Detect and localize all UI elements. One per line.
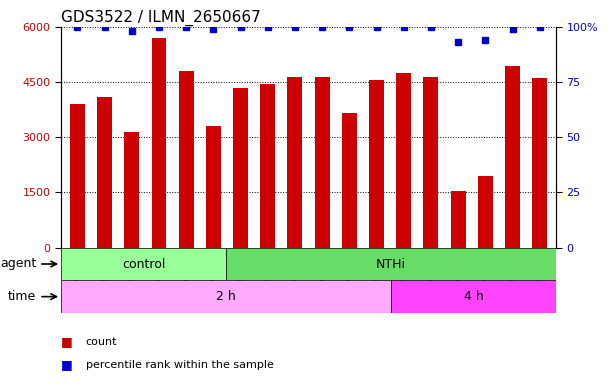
Bar (391, 280, 556, 313)
Bar (451, 190, 466, 248)
Bar (342, 113, 357, 248)
Bar (70, 104, 85, 248)
Text: percentile rank within the sample: percentile rank within the sample (86, 360, 273, 370)
Bar (315, 76, 329, 248)
Bar (505, 66, 520, 248)
Bar (288, 76, 302, 248)
Bar (397, 73, 411, 248)
Bar (369, 80, 384, 248)
Bar (226, 248, 556, 280)
Text: time: time (8, 290, 37, 303)
Text: control: control (122, 258, 165, 270)
Bar (423, 76, 439, 248)
Text: 4 h: 4 h (464, 290, 483, 303)
Text: ■: ■ (61, 335, 73, 348)
Bar (206, 126, 221, 248)
Text: 2 h: 2 h (216, 290, 236, 303)
Text: NTHi: NTHi (376, 258, 406, 270)
Text: ■: ■ (61, 358, 73, 371)
Text: count: count (86, 337, 117, 347)
Text: GDS3522 / ILMN_2650667: GDS3522 / ILMN_2650667 (61, 9, 261, 25)
Bar (260, 84, 275, 248)
Bar (478, 176, 493, 248)
Bar (152, 38, 166, 248)
Bar (532, 78, 547, 248)
Bar (124, 132, 139, 248)
Bar (233, 88, 248, 248)
Bar (97, 97, 112, 248)
Text: agent: agent (0, 258, 37, 270)
Bar (61, 280, 391, 313)
Bar (61, 248, 226, 280)
Bar (178, 71, 194, 248)
